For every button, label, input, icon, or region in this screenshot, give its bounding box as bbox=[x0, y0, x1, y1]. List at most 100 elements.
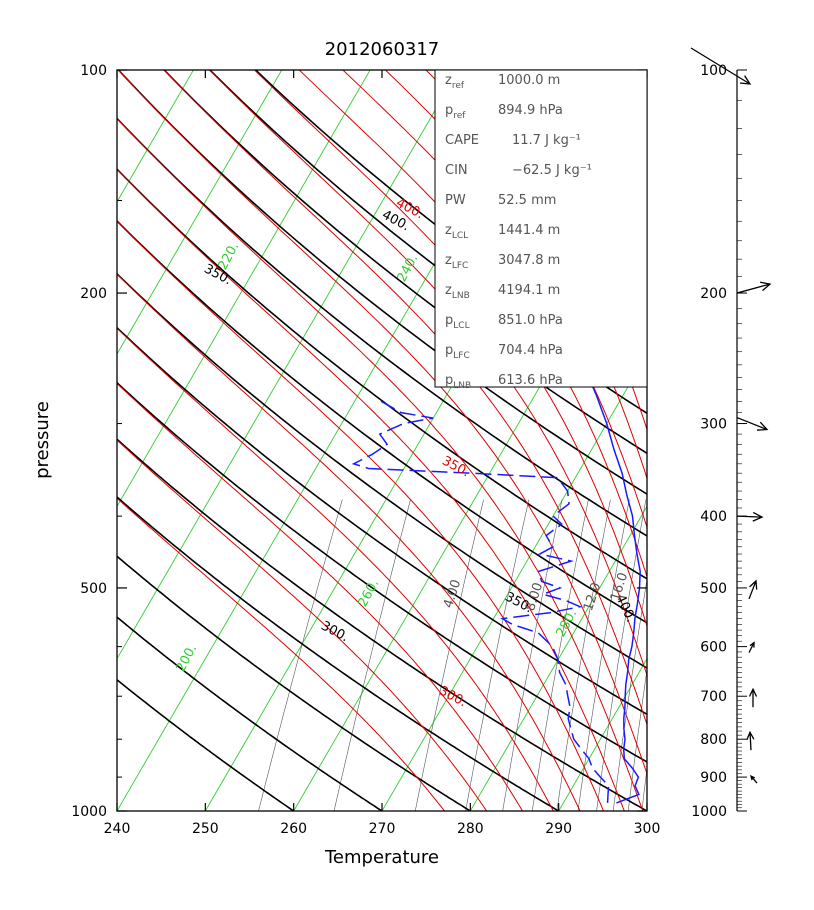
info-value: 894.9 hPa bbox=[498, 103, 563, 118]
info-value: 851.0 hPa bbox=[498, 313, 563, 328]
wind-arrow-head bbox=[750, 774, 756, 781]
isotherm-label: 200. bbox=[173, 642, 200, 675]
info-box-frame bbox=[434, 69, 648, 388]
dry-adiabat-line bbox=[117, 438, 647, 811]
dry-adiabat-line bbox=[117, 381, 647, 763]
info-value: −62.5 J kg⁻¹ bbox=[512, 163, 592, 178]
info-symbol: p bbox=[445, 373, 453, 388]
moist-adiabat-line bbox=[117, 70, 647, 776]
dry-adiabat-line bbox=[117, 326, 647, 716]
wind-axis-ticks: 100 200 300 400 500 600 700 800 900 1000 bbox=[691, 63, 747, 820]
wind-tick-label: 600 bbox=[700, 640, 727, 656]
wind-arrow-shaft bbox=[736, 515, 763, 518]
moist-adiabat-line bbox=[117, 117, 644, 811]
y-tick-label: 200 bbox=[80, 286, 107, 302]
wind-arrow-head bbox=[749, 579, 758, 590]
info-subscript: ref bbox=[452, 81, 465, 91]
x-axis-ticks: 240 250 260 270 280 290 300 bbox=[104, 70, 660, 837]
moist-adiabat-label: 350. bbox=[439, 453, 472, 480]
isotherm-line bbox=[293, 200, 647, 811]
mixing-ratio-line bbox=[627, 668, 647, 811]
dry-adiabat-label: 300. bbox=[318, 618, 351, 645]
info-value: 1441.4 m bbox=[498, 223, 560, 238]
info-symbol: PW bbox=[445, 193, 466, 208]
dry-adiabat-line bbox=[117, 678, 296, 811]
wind-arrow-shaft bbox=[690, 47, 751, 85]
wind-arrow-head bbox=[748, 687, 758, 697]
moist-adiabat-label: 300. bbox=[436, 683, 469, 710]
mixing-ratio-line bbox=[596, 499, 647, 811]
info-symbol: z bbox=[445, 73, 452, 88]
isotherm-line bbox=[469, 505, 647, 811]
mixing-ratio-line bbox=[258, 499, 343, 811]
isotherm-label: 260. bbox=[355, 577, 382, 610]
info-symbol: z bbox=[445, 283, 452, 298]
x-tick-label: 260 bbox=[280, 821, 307, 837]
mixing-ratio-label: 4.00 bbox=[441, 578, 464, 610]
y-axis-ticks: 100 200 500 1000 bbox=[71, 63, 647, 820]
y-tick-label: 500 bbox=[80, 581, 107, 597]
info-subscript: ref bbox=[453, 111, 466, 121]
info-label: PW bbox=[445, 193, 466, 208]
mixing-ratio-line bbox=[333, 499, 411, 811]
moist-adiabat-line bbox=[117, 382, 524, 811]
isotherm-line bbox=[117, 70, 194, 203]
x-tick-label: 240 bbox=[104, 821, 131, 837]
mixing-ratio-line bbox=[641, 766, 647, 811]
wind-arrow-shaft bbox=[748, 642, 755, 653]
info-symbol: CIN bbox=[445, 163, 468, 178]
wind-arrow-head bbox=[760, 281, 772, 292]
dry-adiabat-line bbox=[117, 117, 647, 537]
x-tick-label: 270 bbox=[369, 821, 396, 837]
wind-arrow-head bbox=[752, 511, 764, 522]
dry-adiabat-line bbox=[117, 219, 647, 624]
info-label: zref bbox=[445, 73, 465, 91]
info-label: CAPE bbox=[445, 133, 479, 148]
info-subscript: LCL bbox=[452, 231, 468, 241]
info-symbol: p bbox=[445, 313, 453, 328]
info-value: 11.7 J kg⁻¹ bbox=[512, 133, 581, 148]
wind-profile: 100 200 300 400 500 600 700 800 900 1000 bbox=[690, 47, 772, 820]
info-subscript: LFC bbox=[453, 351, 469, 361]
info-value: 52.5 mm bbox=[498, 193, 556, 208]
wind-arrow-head bbox=[739, 75, 752, 85]
info-label: pLCL bbox=[445, 313, 470, 331]
x-axis-label: Temperature bbox=[324, 847, 439, 868]
wind-tick-label: 200 bbox=[700, 286, 727, 302]
dry-adiabat-line bbox=[117, 495, 561, 811]
info-symbol: p bbox=[445, 343, 453, 358]
mixing-ratio-line bbox=[531, 499, 589, 811]
info-value: 1000.0 m bbox=[498, 73, 560, 88]
info-value: 4194.1 m bbox=[498, 283, 560, 298]
info-value: 613.6 hPa bbox=[498, 373, 563, 388]
wind-tick-label: 700 bbox=[700, 689, 727, 705]
info-subscript: LFC bbox=[452, 261, 468, 271]
wind-arrow-shaft bbox=[736, 283, 771, 294]
dry-adiabat-line bbox=[117, 616, 384, 811]
chart-title: 2012060317 bbox=[325, 39, 440, 60]
info-label: pref bbox=[445, 103, 466, 121]
info-subscript: LNB bbox=[453, 381, 471, 391]
moist-adiabat-line bbox=[117, 497, 446, 811]
wind-tick-label: 900 bbox=[700, 770, 727, 786]
dry-adiabat-line bbox=[117, 168, 647, 580]
mixing-ratio-line bbox=[414, 499, 484, 811]
dewpoint-profile bbox=[351, 400, 610, 803]
info-label: CIN bbox=[445, 163, 468, 178]
wind-tick-label: 500 bbox=[700, 581, 727, 597]
wind-tick-label: 400 bbox=[700, 509, 727, 525]
moist-adiabat-line bbox=[117, 220, 605, 811]
isotherm-line bbox=[117, 70, 371, 508]
wind-arrow-shaft bbox=[736, 416, 768, 431]
x-tick-label: 250 bbox=[192, 821, 219, 837]
info-value: 3047.8 m bbox=[498, 253, 560, 268]
dry-adiabat-line bbox=[117, 272, 647, 669]
mixing-ratio-line bbox=[577, 499, 630, 811]
moist-adiabat-line bbox=[117, 327, 554, 811]
info-symbol: z bbox=[445, 253, 452, 268]
x-tick-label: 290 bbox=[545, 821, 572, 837]
info-label: zLNB bbox=[445, 283, 470, 301]
